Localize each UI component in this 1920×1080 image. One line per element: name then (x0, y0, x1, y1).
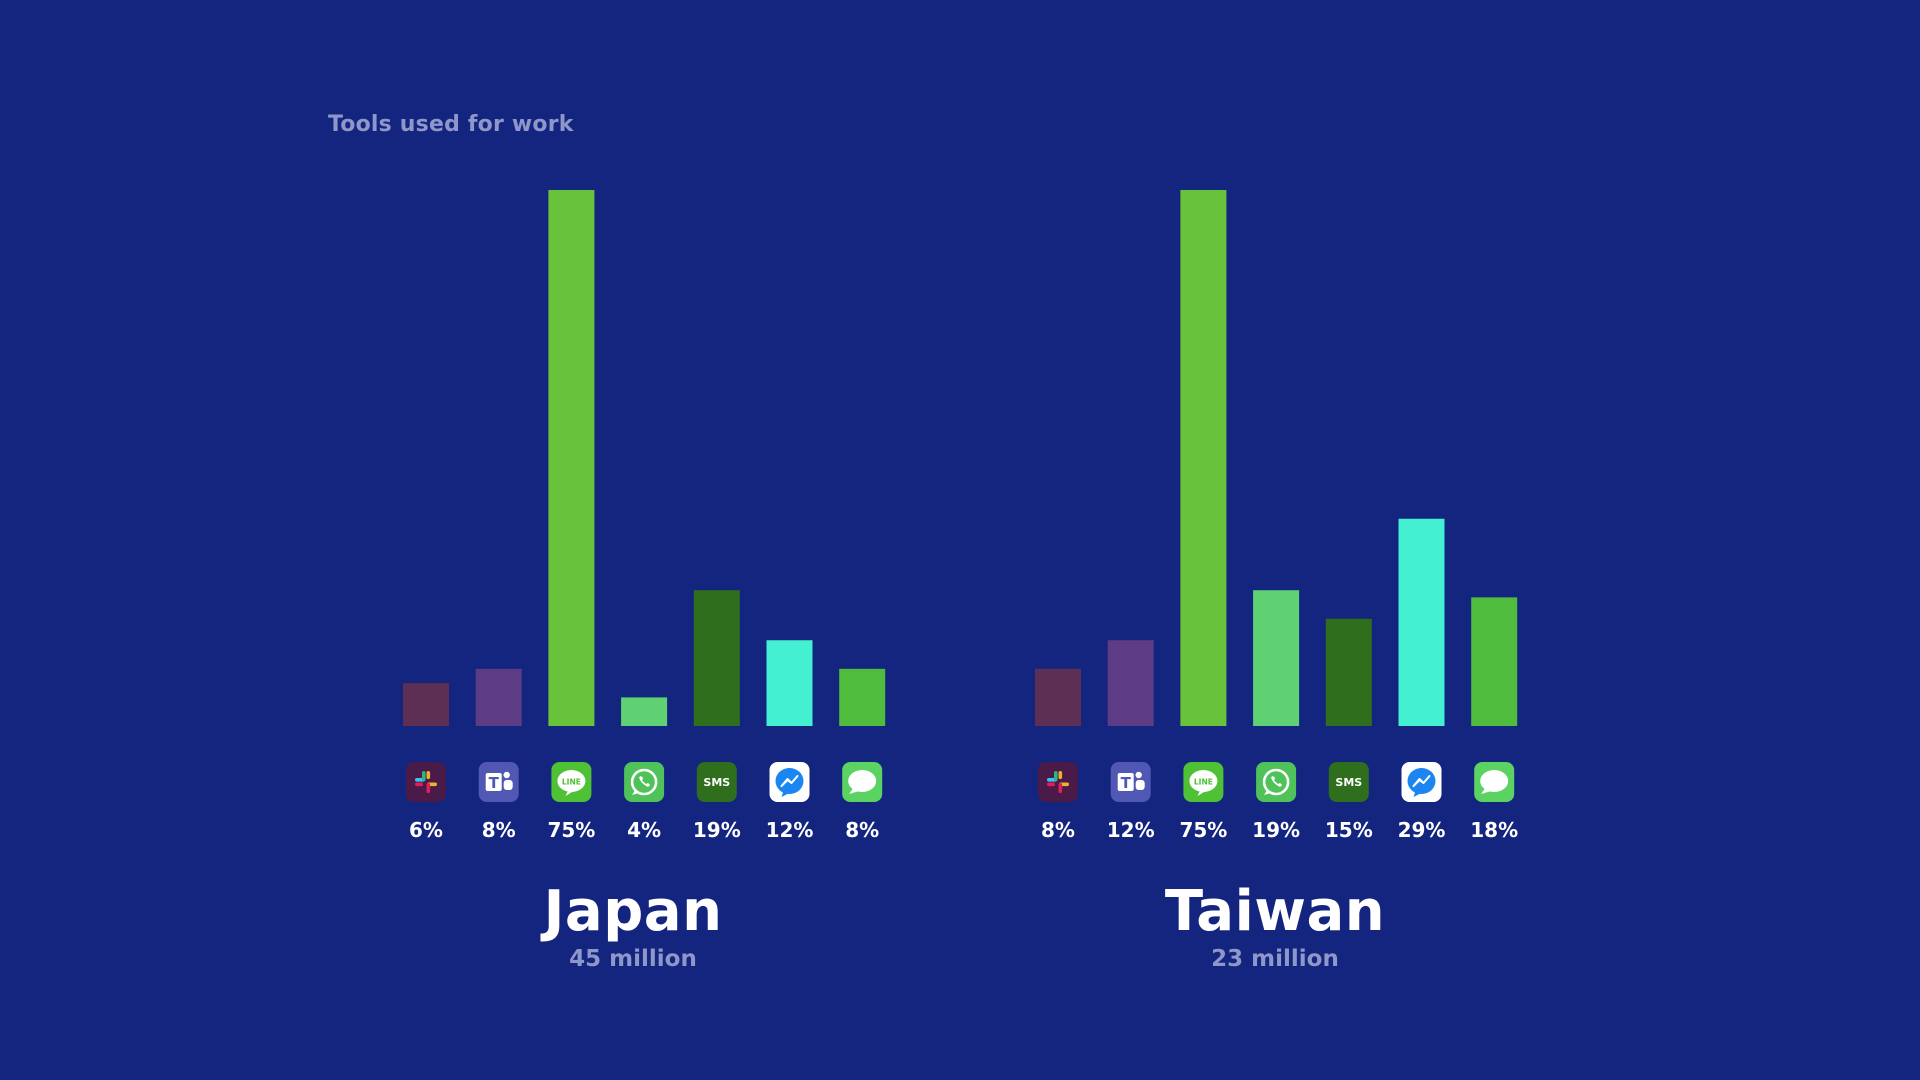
value-label: 8% (482, 818, 516, 842)
bar-teams (1107, 640, 1154, 726)
bar-sms (1325, 618, 1372, 726)
slack-icon (406, 762, 446, 802)
slack-icon (1038, 762, 1078, 802)
value-label: 75% (1179, 818, 1227, 842)
chart-japan: 6% T 8% LINE 75% 4% SMS 19% 12% 8% (403, 190, 886, 842)
value-label: 19% (1252, 818, 1300, 842)
bar-slack (1035, 668, 1081, 726)
sms-icon: SMS (1328, 762, 1369, 802)
bar-sms (693, 590, 740, 726)
chart-taiwan: 8% T 12% LINE 75% 19% SMS 15% 29% 18% (1035, 190, 1518, 842)
country-label-japan: Japan 45 million (383, 879, 883, 973)
sms-icon: SMS (696, 762, 737, 802)
bar-line (1180, 190, 1227, 726)
value-label: 8% (845, 818, 879, 842)
bar-line (548, 190, 595, 726)
country-label-taiwan: Taiwan 23 million (1025, 879, 1525, 973)
value-label: 75% (547, 818, 595, 842)
imessage-icon (1474, 762, 1515, 802)
bar-whatsapp (1253, 590, 1300, 726)
svg-text:T: T (489, 774, 500, 792)
bar-imessage (839, 668, 886, 726)
svg-text:LINE: LINE (1194, 778, 1213, 787)
whatsapp-icon (624, 762, 665, 802)
chart-title: Tools used for work (328, 112, 574, 137)
bar-slack (403, 683, 449, 726)
value-label: 19% (693, 818, 741, 842)
value-label: 18% (1470, 818, 1518, 842)
value-label: 6% (409, 818, 443, 842)
line-icon: LINE (551, 762, 592, 802)
teams-icon: T (1110, 762, 1151, 802)
imessage-icon (842, 762, 883, 802)
svg-text:LINE: LINE (562, 778, 581, 787)
svg-text:T: T (1121, 774, 1132, 792)
bar-imessage (1471, 597, 1518, 726)
line-icon: LINE (1183, 762, 1224, 802)
value-label: 12% (766, 818, 814, 842)
value-label: 29% (1398, 818, 1446, 842)
bar-teams (475, 668, 522, 726)
whatsapp-icon (1256, 762, 1297, 802)
messenger-icon (769, 762, 810, 802)
teams-icon: T (478, 762, 519, 802)
messenger-icon (1401, 762, 1442, 802)
country-population: 23 million (1211, 946, 1339, 972)
country-name: Japan (543, 879, 723, 944)
bar-messenger (766, 640, 813, 726)
value-label: 15% (1325, 818, 1373, 842)
svg-text:SMS: SMS (703, 776, 730, 789)
bar-messenger (1398, 518, 1445, 726)
country-name: Taiwan (1164, 879, 1386, 944)
value-label: 4% (627, 818, 661, 842)
value-label: 12% (1107, 818, 1155, 842)
country-population: 45 million (569, 946, 697, 972)
bar-whatsapp (621, 697, 668, 726)
value-label: 8% (1041, 818, 1075, 842)
svg-text:SMS: SMS (1335, 776, 1362, 789)
